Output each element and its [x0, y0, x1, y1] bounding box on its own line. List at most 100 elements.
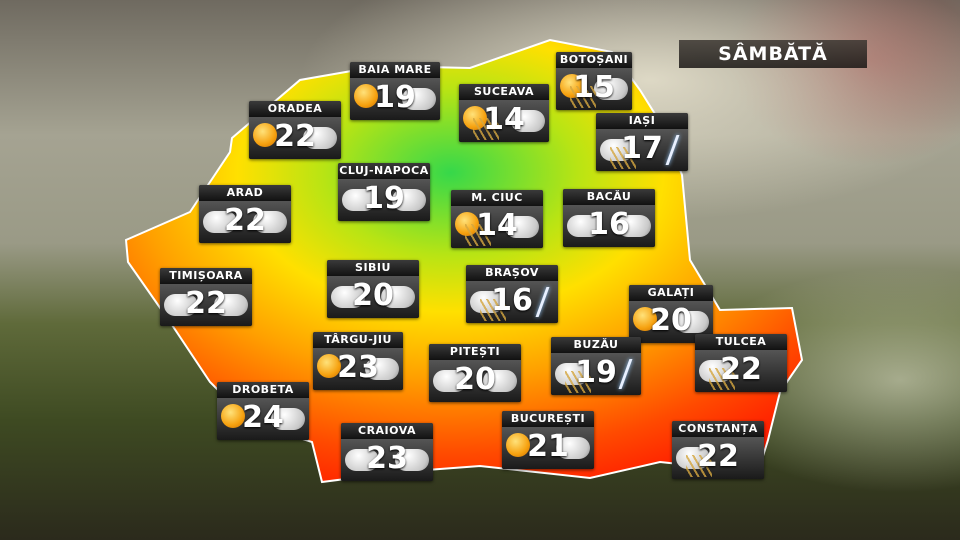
rain-icon: [709, 368, 735, 390]
city-name: CRAIOVA: [341, 423, 433, 439]
rain-icon: [695, 350, 787, 392]
rain-icon: [565, 371, 591, 393]
sun-cloud-rain-icon: [451, 206, 543, 248]
city-name: BAIA MARE: [350, 62, 440, 78]
city-temperature: 22: [224, 203, 266, 238]
city-card: GALAȚI 20: [629, 285, 713, 343]
city-temperature: 20: [650, 303, 692, 338]
cloud-icon: [342, 189, 376, 211]
city-card: BOTOȘANI 15: [556, 52, 632, 110]
city-name: BRAȘOV: [466, 265, 558, 281]
cloud-icon: [675, 311, 709, 333]
city-temperature: 22: [697, 439, 739, 474]
city-card: BAIA MARE 19: [350, 62, 440, 120]
cloud-icon: [271, 408, 305, 430]
rain-icon: [686, 455, 712, 477]
city-temperature: 15: [573, 70, 615, 105]
city-card: BACĂU 16: [563, 189, 655, 247]
city-card: CLUJ-NAPOCA 19: [338, 163, 430, 221]
sun-cloud-icon: [502, 427, 594, 469]
city-temperature: 16: [588, 207, 630, 242]
cloud-icon: [511, 110, 545, 132]
city-card: BRAȘOV 16: [466, 265, 558, 323]
cloudy-icon: [338, 179, 430, 221]
cloud-icon: [345, 449, 379, 471]
rain-icon: [465, 224, 491, 246]
city-temperature: 20: [454, 362, 496, 397]
city-temperature: 19: [374, 80, 416, 115]
city-name: BUCUREȘTI: [502, 411, 594, 427]
city-name: GALAȚI: [629, 285, 713, 301]
city-card: BUCUREȘTI 21: [502, 411, 594, 469]
cloud-icon: [331, 286, 365, 308]
sun-icon: [221, 404, 245, 428]
city-name: BOTOȘANI: [556, 52, 632, 68]
city-card: ARAD 22: [199, 185, 291, 243]
cloud-icon: [505, 216, 539, 238]
city-card: DROBETA 24: [217, 382, 309, 440]
city-name: PITEȘTI: [429, 344, 521, 360]
city-card: BUZĂU 19: [551, 337, 641, 395]
cloud-icon: [395, 449, 429, 471]
rain-icon: [672, 437, 764, 479]
city-name: CONSTANȚA: [672, 421, 764, 437]
city-name: TÂRGU-JIU: [313, 332, 403, 348]
city-name: M. CIUC: [451, 190, 543, 206]
cloud-icon: [253, 211, 287, 233]
cloud-icon: [617, 215, 651, 237]
city-temperature: 14: [483, 102, 525, 137]
city-card: PITEȘTI 20: [429, 344, 521, 402]
cloud-icon: [402, 88, 436, 110]
city-card: TULCEA 22: [695, 334, 787, 392]
city-card: IAȘI 17: [596, 113, 688, 171]
sun-cloud-icon: [350, 78, 440, 120]
sun-cloud-icon: [217, 398, 309, 440]
city-name: CLUJ-NAPOCA: [338, 163, 430, 179]
city-temperature: 24: [242, 400, 284, 435]
sun-cloud-icon: [249, 117, 341, 159]
cloud-icon: [303, 127, 337, 149]
sun-icon: [253, 123, 277, 147]
thunderstorm-icon: [551, 353, 641, 395]
city-card: TIMIȘOARA 22: [160, 268, 252, 326]
thunderstorm-icon: [466, 281, 558, 323]
city-temperature: 22: [185, 286, 227, 321]
rain-icon: [610, 147, 636, 169]
city-card: CRAIOVA 23: [341, 423, 433, 481]
city-temperature: 19: [575, 355, 617, 390]
cloudy-icon: [563, 205, 655, 247]
sun-icon: [633, 307, 657, 331]
city-temperature: 19: [363, 181, 405, 216]
city-temperature: 14: [476, 208, 518, 243]
city-name: BUZĂU: [551, 337, 641, 353]
sun-icon: [506, 433, 530, 457]
city-temperature: 20: [352, 278, 394, 313]
city-temperature: 23: [337, 350, 379, 385]
cloud-icon: [164, 294, 198, 316]
city-card: CONSTANȚA 22: [672, 421, 764, 479]
cloudy-icon: [199, 201, 291, 243]
city-temperature: 22: [274, 119, 316, 154]
city-name: TULCEA: [695, 334, 787, 350]
city-temperature: 22: [720, 352, 762, 387]
cloud-icon: [483, 370, 517, 392]
sun-cloud-rain-icon: [556, 68, 632, 110]
cloud-icon: [381, 286, 415, 308]
rain-icon: [473, 118, 499, 140]
cloud-icon: [365, 358, 399, 380]
sun-cloud-icon: [629, 301, 713, 343]
city-card: SIBIU 20: [327, 260, 419, 318]
city-name: ORADEA: [249, 101, 341, 117]
cloud-icon: [214, 294, 248, 316]
cloudy-icon: [341, 439, 433, 481]
city-card: TÂRGU-JIU 23: [313, 332, 403, 390]
sun-icon: [354, 84, 378, 108]
city-name: SIBIU: [327, 260, 419, 276]
cloud-icon: [392, 189, 426, 211]
city-name: TIMIȘOARA: [160, 268, 252, 284]
cloud-icon: [203, 211, 237, 233]
cloudy-icon: [327, 276, 419, 318]
city-card: SUCEAVA 14: [459, 84, 549, 142]
city-temperature: 16: [491, 283, 533, 318]
city-name: BACĂU: [563, 189, 655, 205]
